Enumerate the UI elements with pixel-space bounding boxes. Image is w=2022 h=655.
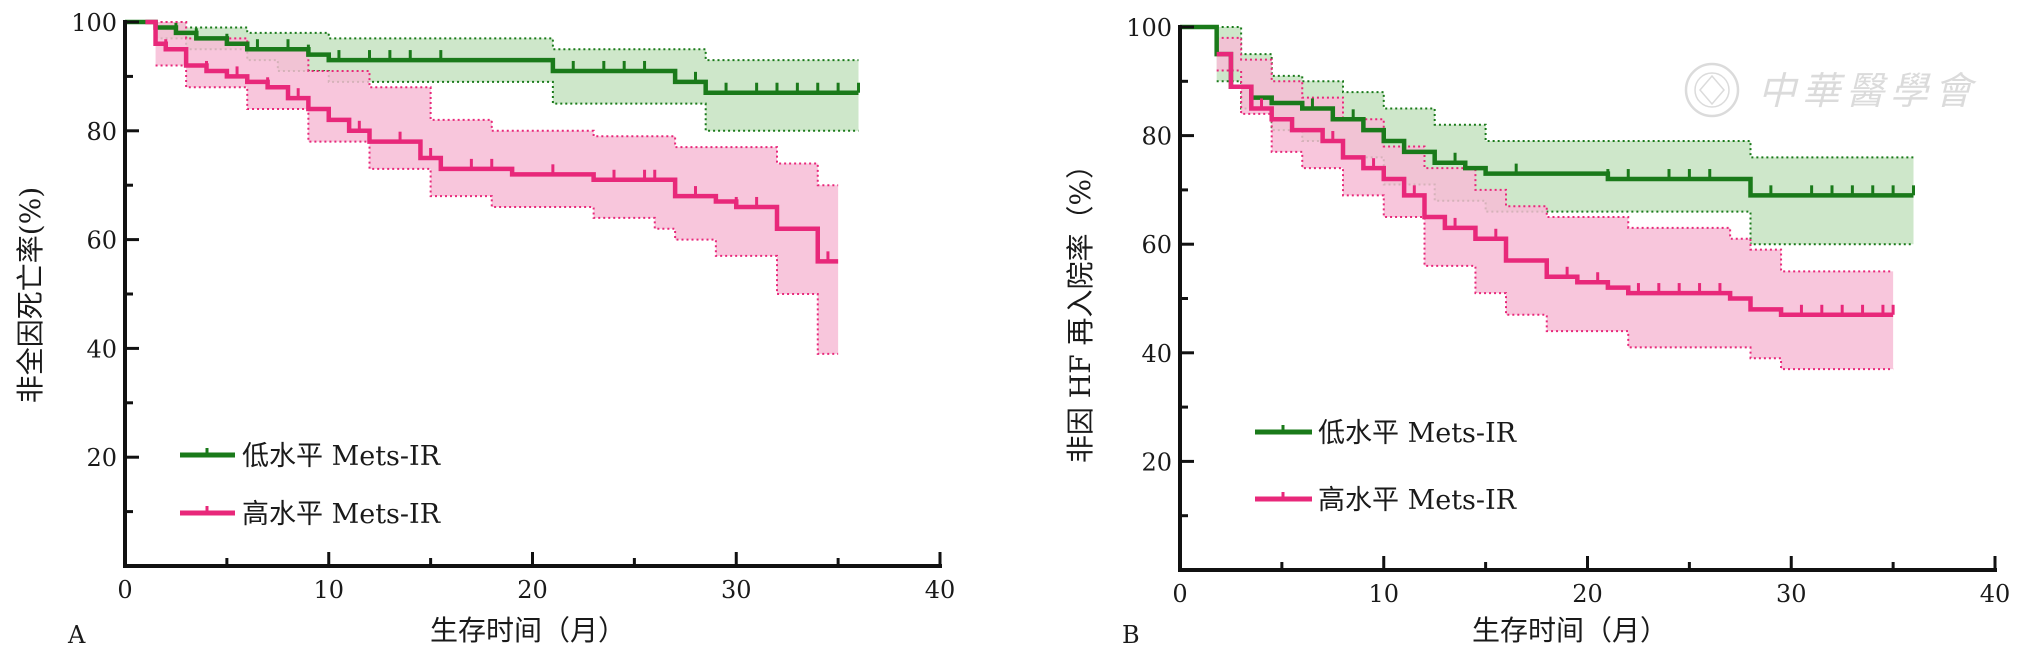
panel-a-x-tick-label: 40 xyxy=(925,576,956,604)
panel-b-legend-low: 低水平 Mets-IR xyxy=(1318,418,1517,449)
panel-a-chart: 0 10 20 30 40 20 40 60 80 100 非全因死亡率(%) 生存时间（月） A… xyxy=(14,9,955,649)
panel-b-y-tick-label: 20 xyxy=(1141,448,1172,476)
panel-b-y-tick-label: 60 xyxy=(1141,231,1172,259)
panel-a-low-ci-band xyxy=(155,22,859,131)
panel-b-low-ci-lower xyxy=(1216,80,1914,246)
panel-a-high-ci-band xyxy=(155,22,839,354)
panel-b-x-tick-label: 10 xyxy=(1368,580,1399,608)
panel-b-chart: 0 10 20 30 40 20 40 60 80 100 非因 HF 再入院率（%） 生存时间（… xyxy=(1064,14,2010,649)
panel-b-y-axis-title: 非因 HF 再入院率（%） xyxy=(1064,151,1097,463)
society-seal-icon xyxy=(1684,62,1740,118)
panel-a-letter: A xyxy=(67,621,86,649)
panel-a-legend-high: 高水平 Mets-IR xyxy=(242,499,441,530)
panel-b-high-survival-line xyxy=(1216,51,1894,318)
panel-b-legend-high: 高水平 Mets-IR xyxy=(1318,485,1517,516)
panel-b-legend: 低水平 Mets-IR 高水平 Mets-IR xyxy=(1255,418,1517,516)
panel-a-x-axis-title: 生存时间（月） xyxy=(430,614,626,647)
watermark: 中華醫學會 xyxy=(1684,62,1978,118)
panel-b-x-tick-label: 20 xyxy=(1572,580,1603,608)
panel-a-high-ci-lower xyxy=(155,64,839,355)
panel-b-letter: B xyxy=(1122,621,1140,649)
panel-b-y-tick-label: 40 xyxy=(1141,340,1172,368)
panel-b-x-axis-title: 生存时间（月） xyxy=(1472,614,1668,647)
panel-a-y-tick-label: 40 xyxy=(86,335,117,363)
panel-a-legend-low: 低水平 Mets-IR xyxy=(242,441,441,472)
panel-a-y-tick-label: 60 xyxy=(86,227,117,255)
panel-b-x-tick-label: 0 xyxy=(1172,580,1187,608)
panel-a-y-tick-label: 100 xyxy=(71,9,117,37)
panel-b-high-ci-band xyxy=(1216,37,1894,370)
panel-a-x-tick-label: 30 xyxy=(721,576,752,604)
panel-b-low-ci-upper xyxy=(1216,26,1914,159)
panel-a-legend: 低水平 Mets-IR 高水平 Mets-IR xyxy=(180,441,441,530)
panel-b-high-ci-lower xyxy=(1216,69,1894,371)
panel-b-y-tick-label: 80 xyxy=(1141,123,1172,151)
panel-a-x-tick-label: 0 xyxy=(117,576,132,604)
panel-a-x-tick-label: 20 xyxy=(517,576,548,604)
panel-a-y-tick-label: 20 xyxy=(86,444,117,472)
panel-b-x-tick-label: 40 xyxy=(1980,580,2011,608)
panel-a-x-tick-label: 10 xyxy=(313,576,344,604)
panel-b-low-ci-band xyxy=(1216,27,1914,245)
panel-a-y-tick-label: 80 xyxy=(86,118,117,146)
panel-a-y-axis-title: 非全因死亡率(%) xyxy=(14,187,47,403)
watermark-text: 中華醫學會 xyxy=(1758,69,1978,113)
panel-b-x-tick-label: 30 xyxy=(1776,580,1807,608)
panel-b-y-tick-label: 100 xyxy=(1126,14,1172,42)
